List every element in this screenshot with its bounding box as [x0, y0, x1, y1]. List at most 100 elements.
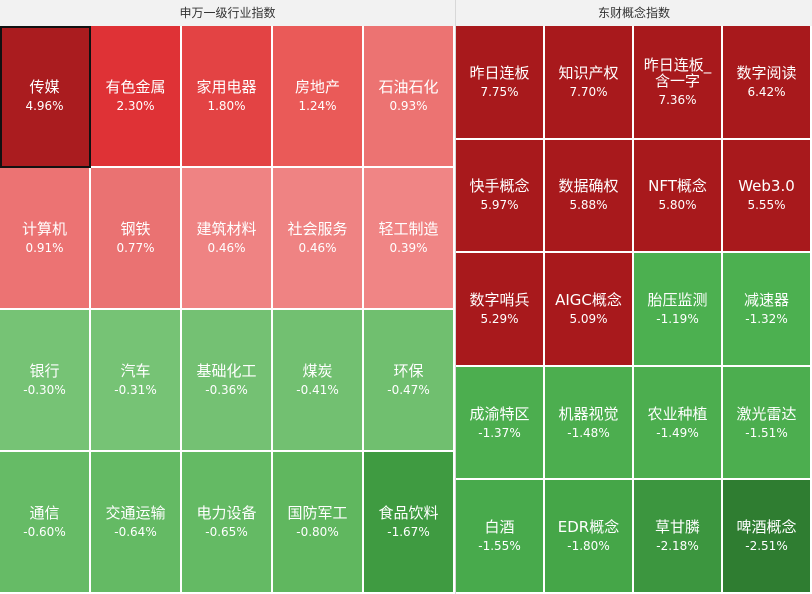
em-concept-tile-change: -1.51% — [745, 425, 788, 440]
em-concept-tile-name: AIGC概念 — [555, 290, 622, 309]
em-concept-tile[interactable]: 农业种植 -1.49% — [634, 366, 723, 481]
sw-industry-tile-name: 基础化工 — [196, 362, 257, 380]
panel-divider — [455, 0, 456, 594]
em-concept-tile-name: 农业种植 — [647, 404, 708, 423]
em-concept-title: 东财概念指数 — [456, 0, 812, 26]
em-concept-tile[interactable]: 胎压监测 -1.19% — [634, 253, 723, 367]
sw-industry-tile-name: 银行 — [29, 362, 60, 380]
em-concept-tile[interactable]: 机器视觉 -1.48% — [545, 366, 634, 481]
sw-industry-panel: 申万一级行业指数 传媒 4.96% 有色金属 2.30% 家用电器 1.80% 房地产 1.2… — [0, 0, 455, 594]
em-concept-tile[interactable]: 知识产权 7.70% — [545, 26, 634, 140]
em-concept-panel: 东财概念指数 昨日连板 7.75% 知识产权 7.70% 昨日连板_含一字 7.36% 数字… — [456, 0, 812, 594]
sw-industry-tile[interactable]: 钢铁 0.77% — [91, 168, 182, 310]
em-concept-tile[interactable]: EDR概念 -1.80% — [545, 480, 634, 594]
sw-industry-tile-name: 轻工制造 — [378, 220, 439, 238]
em-concept-tile-name: EDR概念 — [557, 518, 620, 537]
sw-industry-tile-name: 通信 — [29, 504, 60, 522]
sw-industry-tile-change: -0.65% — [205, 525, 248, 539]
sw-industry-tile-name: 环保 — [393, 362, 424, 380]
em-concept-tile-change: -1.80% — [567, 539, 610, 554]
em-concept-tile-name: 胎压监测 — [647, 290, 708, 309]
sw-industry-tile[interactable]: 石油石化 0.93% — [364, 26, 455, 168]
sw-industry-tile-change: -0.80% — [296, 525, 339, 539]
em-concept-tile[interactable]: Web3.0 5.55% — [723, 139, 812, 254]
sw-industry-tile-name: 传媒 — [29, 78, 60, 96]
em-concept-tile[interactable]: 啤酒概念 -2.51% — [723, 480, 812, 594]
em-concept-tile-change: 7.75% — [480, 84, 519, 99]
em-concept-tile-change: 5.55% — [747, 198, 786, 213]
em-concept-tile-change: -2.51% — [745, 539, 788, 554]
em-concept-tile[interactable]: 草甘膦 -2.18% — [634, 480, 723, 594]
sw-industry-tile-name: 有色金属 — [105, 78, 166, 96]
sw-industry-tile-change: -0.36% — [205, 383, 248, 397]
em-concept-tile-change: -1.55% — [478, 539, 521, 554]
em-concept-tile[interactable]: 白酒 -1.55% — [456, 480, 545, 594]
em-concept-tile-change: 5.09% — [569, 311, 608, 326]
sw-industry-tile-change: -0.64% — [114, 525, 157, 539]
em-concept-tile-change: 6.42% — [747, 84, 786, 99]
sw-industry-tile-name: 计算机 — [21, 220, 67, 238]
em-concept-tile-change: -1.37% — [478, 425, 521, 440]
sw-industry-tile[interactable]: 传媒 4.96% — [0, 26, 91, 168]
em-concept-tile[interactable]: 激光雷达 -1.51% — [723, 366, 812, 481]
em-concept-tile[interactable]: 数据确权 5.88% — [545, 139, 634, 254]
em-concept-tile-name: 啤酒概念 — [736, 518, 797, 537]
sw-industry-tile[interactable]: 通信 -0.60% — [0, 452, 91, 594]
sw-industry-tile[interactable]: 银行 -0.30% — [0, 310, 91, 452]
em-concept-tile-change: 7.70% — [569, 84, 608, 99]
em-concept-tile-name: NFT概念 — [648, 177, 707, 196]
em-concept-tile[interactable]: 数字哨兵 5.29% — [456, 253, 545, 367]
em-concept-tile-change: 5.88% — [569, 198, 608, 213]
sw-industry-tile-change: 0.46% — [207, 241, 246, 255]
em-concept-tile-name: 减速器 — [743, 290, 789, 309]
sw-industry-tile-name: 社会服务 — [287, 220, 348, 238]
sw-industry-tile[interactable]: 煤炭 -0.41% — [273, 310, 364, 452]
sw-industry-tile[interactable]: 家用电器 1.80% — [182, 26, 273, 168]
sw-industry-tile-name: 建筑材料 — [196, 220, 257, 238]
em-concept-tile-change: -1.19% — [656, 311, 699, 326]
sw-industry-tile[interactable]: 环保 -0.47% — [364, 310, 455, 452]
em-concept-tile[interactable]: 快手概念 5.97% — [456, 139, 545, 254]
sw-industry-tile[interactable]: 基础化工 -0.36% — [182, 310, 273, 452]
em-concept-tile-name: 激光雷达 — [736, 404, 797, 423]
sw-industry-tile[interactable]: 建筑材料 0.46% — [182, 168, 273, 310]
sw-industry-tile-change: -0.47% — [387, 383, 430, 397]
sw-industry-tile-name: 汽车 — [120, 362, 151, 380]
sw-industry-tile[interactable]: 国防军工 -0.80% — [273, 452, 364, 594]
sw-industry-tile-change: 0.91% — [25, 241, 64, 255]
sw-industry-tile[interactable]: 食品饮料 -1.67% — [364, 452, 455, 594]
sw-industry-tile-change: -0.31% — [114, 383, 157, 397]
sw-industry-tile-change: 1.80% — [207, 99, 246, 113]
sw-industry-tile[interactable]: 汽车 -0.31% — [91, 310, 182, 452]
em-concept-tile[interactable]: 减速器 -1.32% — [723, 253, 812, 367]
sw-industry-tile[interactable]: 计算机 0.91% — [0, 168, 91, 310]
sw-industry-tile[interactable]: 交通运输 -0.64% — [91, 452, 182, 594]
em-concept-tile-change: -1.48% — [567, 425, 610, 440]
em-concept-tile[interactable]: 昨日连板_含一字 7.36% — [634, 26, 723, 140]
em-concept-tile[interactable]: 成渝特区 -1.37% — [456, 366, 545, 481]
sw-industry-tile-change: 1.24% — [298, 99, 337, 113]
sw-industry-tile[interactable]: 电力设备 -0.65% — [182, 452, 273, 594]
em-concept-tile-name: 昨日连板_含一字 — [643, 55, 712, 90]
em-concept-tile-name: 知识产权 — [558, 63, 619, 82]
em-concept-tile-change: 5.29% — [480, 311, 519, 326]
sw-industry-tile-change: 4.96% — [25, 99, 64, 113]
sw-industry-tile[interactable]: 房地产 1.24% — [273, 26, 364, 168]
em-concept-tile-change: 5.80% — [658, 198, 697, 213]
em-concept-tile[interactable]: 数字阅读 6.42% — [723, 26, 812, 140]
sw-industry-tile[interactable]: 有色金属 2.30% — [91, 26, 182, 168]
sw-industry-tile-change: -1.67% — [387, 525, 430, 539]
em-concept-tile-change: 7.36% — [658, 92, 697, 107]
sw-industry-tile[interactable]: 轻工制造 0.39% — [364, 168, 455, 310]
sw-industry-tile-name: 交通运输 — [105, 504, 166, 522]
em-concept-tile[interactable]: 昨日连板 7.75% — [456, 26, 545, 140]
em-concept-tile-change: -1.32% — [745, 311, 788, 326]
sw-industry-tile-change: 0.77% — [116, 241, 155, 255]
em-concept-tile-name: 数据确权 — [558, 177, 619, 196]
sw-industry-tile[interactable]: 社会服务 0.46% — [273, 168, 364, 310]
sw-industry-tile-change: 2.30% — [116, 99, 155, 113]
em-concept-tile[interactable]: AIGC概念 5.09% — [545, 253, 634, 367]
em-concept-tile-name: 机器视觉 — [558, 404, 619, 423]
em-concept-tile[interactable]: NFT概念 5.80% — [634, 139, 723, 254]
sw-industry-tile-name: 食品饮料 — [378, 504, 439, 522]
